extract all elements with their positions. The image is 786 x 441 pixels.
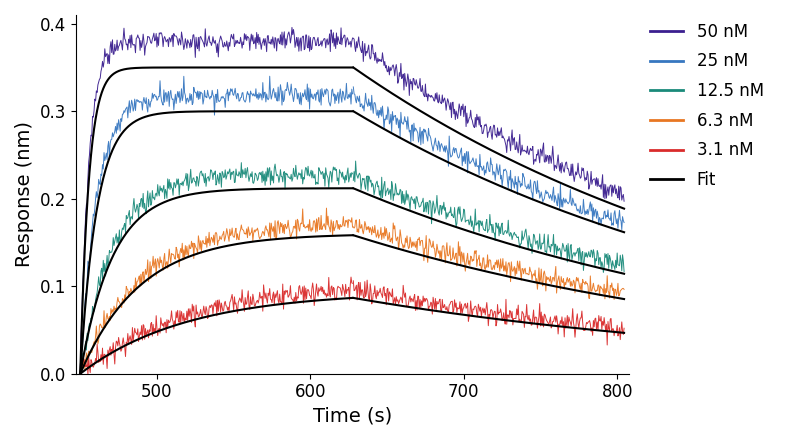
X-axis label: Time (s): Time (s) xyxy=(313,407,392,426)
Y-axis label: Response (nm): Response (nm) xyxy=(15,121,34,267)
Legend: 50 nM, 25 nM, 12.5 nM, 6.3 nM, 3.1 nM, Fit: 50 nM, 25 nM, 12.5 nM, 6.3 nM, 3.1 nM, F… xyxy=(643,16,770,196)
